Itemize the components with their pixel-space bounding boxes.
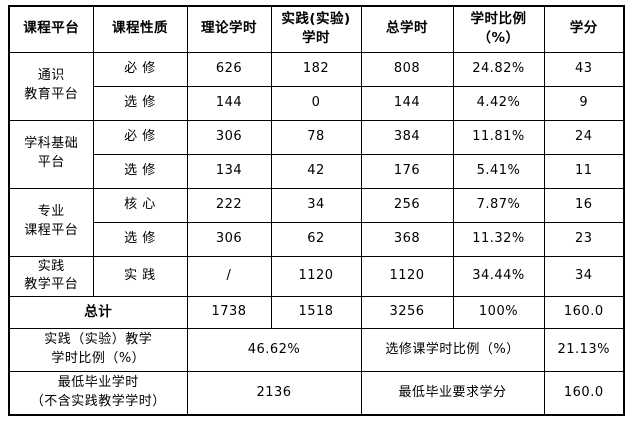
total-row: 总计 1738 1518 3256 100% 160.0 — [8, 296, 625, 330]
practice-cell: 0 — [270, 85, 362, 121]
ratio-cell: 7.87% — [452, 187, 545, 223]
nature-cell: 必 修 — [92, 51, 188, 87]
min-graduation-hours-label: 最低毕业学时 （不含实践教学学时） — [8, 371, 188, 416]
credits-cell: 43 — [543, 51, 625, 87]
practice-cell: 182 — [270, 51, 362, 87]
platform-cell-discipline-basic: 学科基础 平台 — [8, 119, 94, 189]
total-cell: 384 — [360, 119, 454, 155]
total-hours: 3256 — [360, 296, 454, 330]
header-course-platform: 课程平台 — [8, 5, 94, 53]
total-ratio: 100% — [452, 296, 545, 330]
ratio-cell: 24.82% — [452, 51, 545, 87]
total-practice: 1518 — [270, 296, 362, 330]
credits-cell: 34 — [543, 255, 625, 298]
min-graduation-hours-value: 2136 — [186, 371, 362, 416]
theory-cell: 222 — [186, 187, 272, 223]
header-hours-ratio: 学时比例 （%） — [452, 5, 545, 53]
theory-cell: / — [186, 255, 272, 298]
header-practice-hours: 实践(实验) 学时 — [270, 5, 362, 53]
credits-cell: 9 — [543, 85, 625, 121]
summary-row: 最低毕业学时 （不含实践教学学时） 2136 最低毕业要求学分 160.0 — [8, 371, 625, 416]
credits-cell: 11 — [543, 153, 625, 189]
header-total-hours: 总学时 — [360, 5, 454, 53]
practice-cell: 1120 — [270, 255, 362, 298]
summary-row: 实践（实验）教学 学时比例（%） 46.62% 选修课学时比例（%） 21.13… — [8, 328, 625, 373]
table-row: 通识 教育平台 必 修 626 182 808 24.82% 43 — [8, 51, 625, 121]
elective-ratio-label: 选修课学时比例（%） — [360, 328, 545, 373]
nature-cell: 选 修 — [92, 153, 188, 189]
practice-cell: 62 — [270, 221, 362, 257]
table-row: 学科基础 平台 必 修 306 78 384 11.81% 24 — [8, 119, 625, 189]
total-credits: 160.0 — [543, 296, 625, 330]
course-hours-table: 课程平台 课程性质 理论学时 实践(实验) 学时 总学时 学时比例 （%） 学分… — [8, 5, 625, 416]
platform-cell-major-courses: 专业 课程平台 — [8, 187, 94, 257]
credits-cell: 24 — [543, 119, 625, 155]
theory-cell: 626 — [186, 51, 272, 87]
total-cell: 176 — [360, 153, 454, 189]
table-row: 专业 课程平台 核 心 222 34 256 7.87% 16 — [8, 187, 625, 257]
table-row: 选 修 306 62 368 11.32% 23 — [9, 221, 625, 257]
table-row: 实践 教学平台 实 践 / 1120 1120 34.44% 34 — [8, 255, 625, 298]
ratio-cell: 4.42% — [452, 85, 545, 121]
ratio-cell: 11.81% — [452, 119, 545, 155]
credits-cell: 23 — [543, 221, 625, 257]
theory-cell: 144 — [186, 85, 272, 121]
header-theory-hours: 理论学时 — [186, 5, 272, 53]
credits-cell: 16 — [543, 187, 625, 223]
total-theory: 1738 — [186, 296, 272, 330]
table-row: 选 修 134 42 176 5.41% 11 — [9, 153, 625, 189]
elective-ratio-value: 21.13% — [543, 328, 625, 373]
platform-cell-practice-teaching: 实践 教学平台 — [8, 255, 94, 298]
theory-cell: 134 — [186, 153, 272, 189]
practice-cell: 34 — [270, 187, 362, 223]
min-graduation-credits-label: 最低毕业要求学分 — [360, 371, 545, 416]
table-container: 课程平台 课程性质 理论学时 实践(实验) 学时 总学时 学时比例 （%） 学分… — [8, 5, 625, 416]
min-graduation-credits-value: 160.0 — [543, 371, 625, 416]
theory-cell: 306 — [186, 221, 272, 257]
header-course-nature: 课程性质 — [92, 5, 188, 53]
total-cell: 1120 — [360, 255, 454, 298]
practice-ratio-label: 实践（实验）教学 学时比例（%） — [8, 328, 188, 373]
nature-cell: 核 心 — [92, 187, 188, 223]
table-row: 选 修 144 0 144 4.42% 9 — [9, 85, 625, 121]
total-cell: 256 — [360, 187, 454, 223]
header-row: 课程平台 课程性质 理论学时 实践(实验) 学时 总学时 学时比例 （%） 学分 — [8, 5, 625, 53]
nature-cell: 选 修 — [92, 85, 188, 121]
practice-cell: 42 — [270, 153, 362, 189]
theory-cell: 306 — [186, 119, 272, 155]
practice-ratio-value: 46.62% — [186, 328, 362, 373]
nature-cell: 必 修 — [92, 119, 188, 155]
header-credits: 学分 — [543, 5, 625, 53]
ratio-cell: 11.32% — [452, 221, 545, 257]
ratio-cell: 5.41% — [452, 153, 545, 189]
nature-cell: 选 修 — [92, 221, 188, 257]
ratio-cell: 34.44% — [452, 255, 545, 298]
total-cell: 368 — [360, 221, 454, 257]
total-cell: 808 — [360, 51, 454, 87]
platform-cell-general-education: 通识 教育平台 — [8, 51, 94, 121]
nature-cell: 实 践 — [92, 255, 188, 298]
total-cell: 144 — [360, 85, 454, 121]
total-label: 总计 — [8, 296, 188, 330]
practice-cell: 78 — [270, 119, 362, 155]
